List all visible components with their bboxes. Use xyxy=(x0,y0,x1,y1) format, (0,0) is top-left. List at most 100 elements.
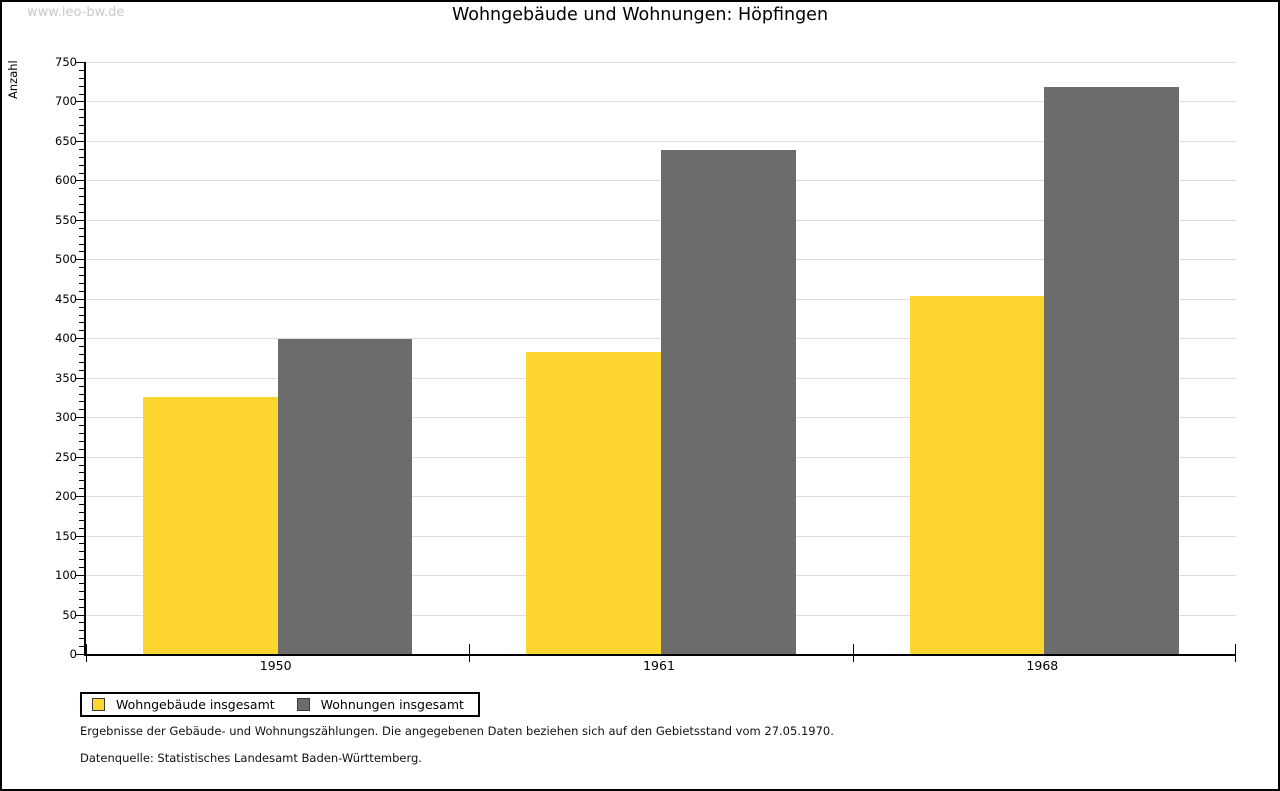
y-minor-tick xyxy=(79,590,84,592)
y-minor-tick xyxy=(79,551,84,553)
legend-item-wohnungen: Wohnungen insgesamt xyxy=(296,697,464,712)
y-tick-label: 200 xyxy=(55,489,77,504)
watermark: www.leo-bw.de xyxy=(27,5,125,20)
plot-area xyxy=(76,62,1236,662)
bar-wohngebaeude-1968 xyxy=(909,296,1045,654)
y-minor-tick xyxy=(79,156,84,158)
y-tick-label: 750 xyxy=(55,55,77,69)
y-minor-tick xyxy=(79,606,84,608)
y-minor-tick xyxy=(79,196,84,198)
y-minor-tick xyxy=(79,630,84,632)
y-major-tick xyxy=(76,496,84,498)
y-minor-tick xyxy=(79,385,84,387)
y-minor-tick xyxy=(79,346,84,348)
y-major-tick xyxy=(76,140,84,142)
y-minor-tick xyxy=(79,480,84,482)
y-minor-tick xyxy=(79,267,84,269)
y-minor-tick xyxy=(79,543,84,545)
y-tick-label: 300 xyxy=(55,410,77,425)
y-minor-tick xyxy=(79,622,84,624)
gridline xyxy=(86,62,1236,63)
y-minor-tick xyxy=(79,148,84,150)
y-tick-label: 700 xyxy=(55,94,77,109)
bar-wohngebaeude-1950 xyxy=(143,397,278,654)
y-major-tick xyxy=(76,219,84,221)
chart-title: Wohngebäude und Wohnungen: Höpfingen xyxy=(451,5,829,25)
y-minor-tick xyxy=(79,117,84,119)
y-minor-tick xyxy=(79,204,84,206)
y-minor-tick xyxy=(79,527,84,529)
y-major-tick xyxy=(76,101,84,103)
footnote-data-source: Datenquelle: Statistisches Landesamt Bad… xyxy=(80,751,422,765)
y-minor-tick xyxy=(79,464,84,466)
legend: Wohngebäude insgesamt Wohnungen insgesam… xyxy=(80,692,480,717)
y-minor-tick xyxy=(79,211,84,213)
y-minor-tick xyxy=(79,322,84,324)
y-minor-tick xyxy=(79,409,84,411)
y-minor-tick xyxy=(79,133,84,135)
bar-wohnungen-1961 xyxy=(661,150,796,654)
y-axis-title: Anzahl xyxy=(6,60,20,99)
y-major-tick xyxy=(76,338,84,340)
y-minor-tick xyxy=(79,125,84,127)
y-minor-tick xyxy=(79,306,84,308)
y-minor-tick xyxy=(79,432,84,434)
y-minor-tick xyxy=(79,638,84,640)
y-minor-tick xyxy=(79,164,84,166)
y-minor-tick xyxy=(79,440,84,442)
legend-swatch-wohngebaeude xyxy=(92,698,105,711)
footnote-source-note: Ergebnisse der Gebäude- und Wohnungszähl… xyxy=(80,724,834,738)
y-minor-tick xyxy=(79,504,84,506)
x-category-label: 1968 xyxy=(1026,658,1059,673)
y-minor-tick xyxy=(79,283,84,284)
x-category-label: 1950 xyxy=(259,658,292,673)
y-major-tick xyxy=(76,614,84,616)
y-minor-tick xyxy=(79,582,84,584)
y-major-tick xyxy=(76,62,84,63)
x-boundary-tick xyxy=(1235,644,1236,662)
y-major-tick xyxy=(76,259,84,261)
y-major-tick xyxy=(76,417,84,419)
y-minor-tick xyxy=(79,314,84,316)
gridline xyxy=(86,140,1236,142)
y-minor-tick xyxy=(79,109,84,111)
x-boundary-tick xyxy=(852,644,854,662)
y-tick-label: 650 xyxy=(55,133,77,148)
y-minor-tick xyxy=(79,275,84,277)
legend-item-wohngebaeude: Wohngebäude insgesamt xyxy=(92,697,275,712)
y-minor-tick xyxy=(79,393,84,395)
y-minor-tick xyxy=(79,330,84,332)
y-minor-tick xyxy=(79,354,84,356)
y-tick-label: 500 xyxy=(55,252,77,267)
y-major-tick xyxy=(76,535,84,537)
y-minor-tick xyxy=(79,361,84,363)
y-major-tick xyxy=(76,298,84,300)
y-minor-tick xyxy=(79,85,84,87)
y-tick-label: 400 xyxy=(55,331,77,346)
y-major-tick xyxy=(76,180,84,182)
y-minor-tick xyxy=(79,235,84,237)
y-minor-tick xyxy=(79,401,84,403)
y-minor-tick xyxy=(79,251,84,253)
y-minor-tick xyxy=(79,559,84,561)
y-minor-tick xyxy=(79,472,84,474)
gridline xyxy=(86,101,1236,103)
y-minor-tick xyxy=(79,646,84,648)
y-minor-tick xyxy=(79,290,84,292)
legend-label-wohngebaeude: Wohngebäude insgesamt xyxy=(116,697,275,712)
y-minor-tick xyxy=(79,188,84,190)
y-minor-tick xyxy=(79,69,84,71)
y-tick-label: 450 xyxy=(55,291,77,306)
y-minor-tick xyxy=(79,425,84,427)
y-major-tick xyxy=(76,456,84,458)
y-tick-label: 100 xyxy=(55,568,77,583)
y-tick-label: 0 xyxy=(69,647,77,661)
bar-wohngebaeude-1961 xyxy=(526,351,661,654)
y-minor-tick xyxy=(79,77,84,79)
y-minor-tick xyxy=(79,598,84,600)
x-boundary-tick xyxy=(469,644,471,662)
y-minor-tick xyxy=(79,511,84,513)
legend-label-wohnungen: Wohnungen insgesamt xyxy=(320,697,464,712)
y-tick-label: 350 xyxy=(55,370,77,385)
